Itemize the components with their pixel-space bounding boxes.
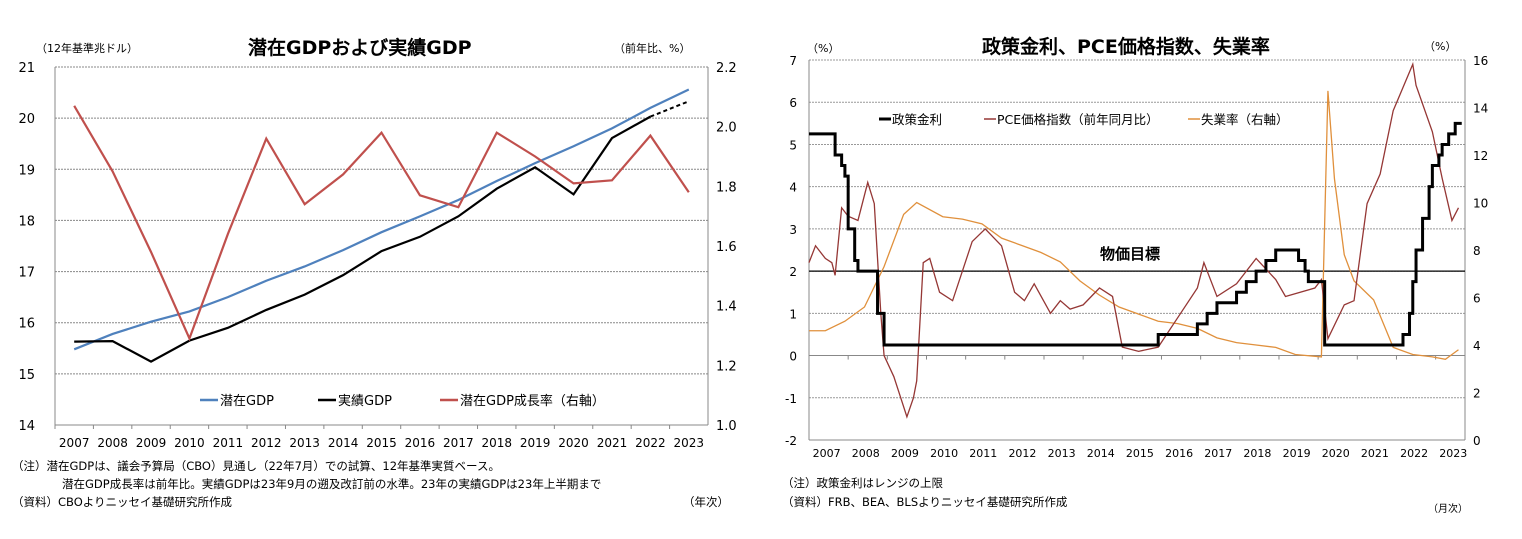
x-tick-label: 2021 [597, 436, 628, 450]
x-tick-label: 2007 [59, 436, 90, 450]
right-y-axis-unit: （前年比、%） [614, 42, 691, 55]
x-tick-label: 2018 [481, 436, 512, 450]
y2-tick-label: 2 [1473, 387, 1481, 401]
x-tick-label: 2021 [1361, 447, 1389, 460]
right-source: （資料）FRB、BEA、BLSよりニッセイ基礎研究所作成 [782, 495, 1068, 509]
x-tick-label: 2016 [405, 436, 436, 450]
x-tick-label: 2023 [1439, 447, 1467, 460]
right-note: （注）政策金利はレンジの上限 [782, 476, 943, 490]
x-tick-label: 2013 [1048, 447, 1076, 460]
y-tick-label: -1 [785, 392, 797, 406]
y2-tick-label: 1.2 [716, 359, 737, 374]
left-chart-title: 潜在GDPおよび実績GDP [248, 37, 472, 59]
y2-tick-label: 6 [1473, 292, 1481, 306]
x-tick-label: 2020 [558, 436, 589, 450]
legend-label: 実績GDP [338, 393, 392, 409]
y-tick-label: 18 [18, 214, 35, 229]
y-tick-label: 1 [789, 307, 797, 321]
y2-tick-label: 0 [1473, 434, 1481, 448]
left-source: （資料）CBOよりニッセイ基礎研究所作成 [12, 495, 233, 509]
series-line-0 [809, 121, 1462, 347]
y-tick-label: 16 [18, 317, 35, 332]
y-tick-label: 3 [789, 223, 797, 237]
x-tick-label: 2019 [520, 436, 551, 450]
x-tick-label: 2013 [289, 436, 320, 450]
left-x-unit: （年次） [683, 495, 729, 509]
right-chart-left-unit: （%） [807, 42, 840, 55]
x-tick-label: 2010 [174, 436, 205, 450]
x-tick-label: 2012 [1008, 447, 1036, 460]
x-tick-label: 2016 [1165, 447, 1193, 460]
series-line-2 [73, 105, 690, 342]
x-tick-label: 2008 [97, 436, 128, 450]
x-tick-label: 2009 [136, 436, 167, 450]
x-tick-label: 2018 [1243, 447, 1271, 460]
x-tick-label: 2017 [1204, 447, 1232, 460]
y-tick-label: 6 [789, 96, 797, 110]
x-tick-label: 2017 [443, 436, 474, 450]
y2-tick-label: 2.0 [716, 121, 737, 136]
x-tick-label: 2012 [251, 436, 282, 450]
y-tick-label: 15 [18, 368, 35, 383]
left-note-1: （注）潜在GDPは、議会予算局（CBO）見通し（22年7月）での試算、12年基準… [12, 459, 500, 473]
y2-tick-label: 1.8 [716, 180, 737, 195]
y2-tick-label: 4 [1473, 339, 1481, 353]
y-tick-label: 4 [789, 181, 797, 195]
y2-tick-label: 12 [1473, 149, 1488, 163]
x-tick-label: 2015 [1126, 447, 1154, 460]
x-tick-label: 2015 [366, 436, 397, 450]
y2-tick-label: 16 [1473, 54, 1488, 68]
y-tick-label: 14 [18, 419, 35, 434]
y-tick-label: 19 [18, 163, 35, 178]
left-y-axis-unit: （12年基準兆ドル） [36, 42, 138, 55]
series-line-0 [73, 88, 690, 351]
right-x-unit: （月次） [1428, 504, 1468, 515]
y-tick-label: 5 [789, 138, 797, 152]
x-tick-label: 2020 [1322, 447, 1350, 460]
x-tick-label: 2022 [1400, 447, 1428, 460]
right-chart-title: 政策金利、PCE価格指数、失業率 [982, 36, 1270, 58]
y2-tick-label: 8 [1473, 244, 1481, 258]
x-tick-label: 2019 [1283, 447, 1311, 460]
y2-tick-label: 1.6 [716, 240, 737, 255]
series-line-2 [809, 90, 1459, 360]
y2-tick-label: 14 [1473, 102, 1488, 116]
y2-tick-label: 1.4 [716, 300, 737, 315]
x-tick-label: 2022 [635, 436, 666, 450]
legend-label: 政策金利 [892, 112, 942, 127]
inflation-target-label: 物価目標 [1100, 245, 1160, 263]
legend-label: 失業率（右軸） [1201, 112, 1289, 127]
x-tick-label: 2011 [969, 447, 997, 460]
legend-label: 潜在GDP [220, 394, 274, 409]
y-tick-label: 2 [789, 265, 797, 279]
y-tick-label: 17 [18, 266, 35, 281]
x-tick-label: 2011 [213, 436, 244, 450]
series-line-1 [74, 115, 651, 363]
x-tick-label: 2014 [328, 436, 359, 450]
right-chart-right-unit: （%） [1424, 40, 1457, 53]
left-note-2: 潜在GDP成長率は前年比。実績GDPは23年9月の遡及改訂前の水準。23年の実績… [62, 477, 602, 491]
legend-label: 潜在GDP成長率（右軸） [460, 393, 605, 409]
x-tick-label: 2014 [1087, 447, 1115, 460]
x-tick-label: 2008 [852, 447, 880, 460]
legend-label: PCE価格指数（前年同月比） [997, 112, 1159, 127]
x-tick-label: 2009 [891, 447, 919, 460]
y2-tick-label: 2.2 [716, 61, 737, 76]
y-tick-label: 20 [18, 112, 35, 127]
x-tick-label: 2007 [813, 447, 841, 460]
y-tick-label: 0 [789, 350, 797, 364]
y2-tick-label: 1.0 [716, 419, 737, 434]
x-tick-label: 2023 [674, 436, 705, 450]
y-tick-label: 7 [789, 54, 797, 68]
y-tick-label: 21 [18, 61, 35, 76]
y-tick-label: -2 [785, 434, 797, 448]
y2-tick-label: 10 [1473, 197, 1488, 211]
x-tick-label: 2010 [930, 447, 958, 460]
series-line-dashed-1 [650, 100, 690, 118]
